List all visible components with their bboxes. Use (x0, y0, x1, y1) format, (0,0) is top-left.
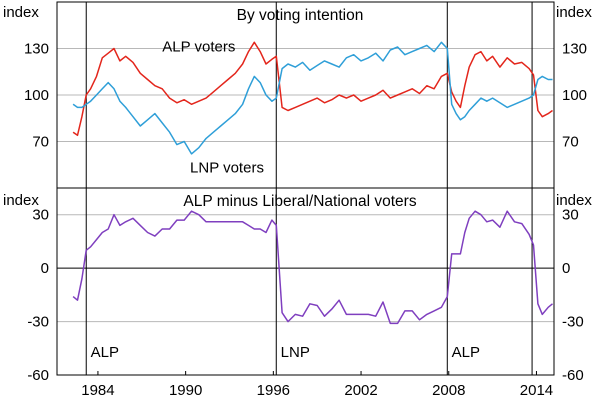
x-tick-label: 2002 (344, 382, 377, 399)
y-tick-label-right: 70 (562, 134, 579, 151)
government-label: ALP (91, 344, 119, 361)
y-tick-label-right: 30 (562, 207, 579, 224)
x-tick-label: 2008 (432, 382, 465, 399)
y-tick-label-right: 100 (562, 87, 587, 104)
top-right-axis-unit: index (556, 4, 592, 21)
y-tick-label-left: 30 (32, 207, 49, 224)
top-panel-title: By voting intention (237, 7, 364, 24)
bottom-left-axis-unit: index (3, 192, 39, 209)
series-line (72, 41, 553, 155)
y-tick-label-left: -60 (27, 367, 49, 384)
x-tick-label: 1996 (257, 382, 290, 399)
government-label: LNP (281, 344, 310, 361)
series-label: LNP voters (190, 160, 264, 177)
bottom-panel: index index ALP minus Liberal/National v… (3, 187, 592, 399)
bottom-right-axis-unit: index (556, 192, 592, 209)
y-tick-label-right: -60 (562, 367, 584, 384)
top-left-axis-unit: index (3, 4, 39, 21)
government-label: ALP (452, 344, 480, 361)
y-tick-label-right: -30 (562, 314, 584, 331)
y-tick-label-left: -30 (27, 314, 49, 331)
y-tick-label-left: 70 (32, 134, 49, 151)
series-label: ALP voters (162, 39, 235, 56)
y-tick-label-left: 100 (24, 87, 49, 104)
bottom-panel-title: ALP minus Liberal/National voters (183, 193, 416, 210)
y-tick-label-right: 0 (562, 260, 570, 277)
y-tick-label-left: 0 (41, 260, 49, 277)
x-tick-label: 2014 (520, 382, 553, 399)
x-tick-label: 1984 (81, 382, 114, 399)
y-tick-label-right: 130 (562, 41, 587, 58)
series-line (72, 41, 553, 137)
x-tick-label: 1990 (169, 382, 202, 399)
top-panel: index index By voting intention 70 70 100 1… (3, 1, 592, 189)
series-line (72, 210, 553, 325)
bottom-panel-frame (56, 187, 555, 376)
y-tick-label-left: 130 (24, 41, 49, 58)
